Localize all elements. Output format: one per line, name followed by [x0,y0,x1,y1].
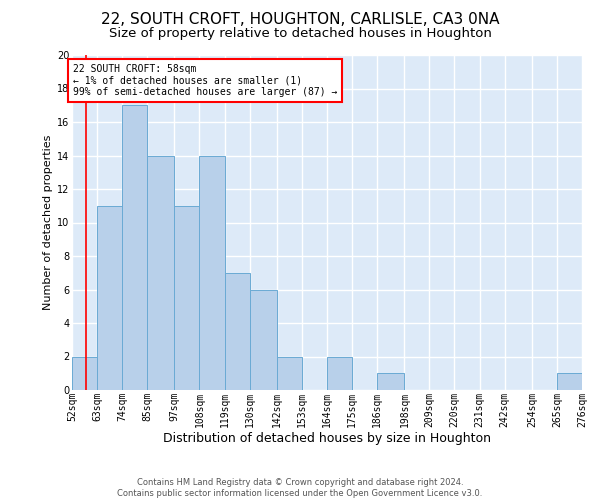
Text: 22, SOUTH CROFT, HOUGHTON, CARLISLE, CA3 0NA: 22, SOUTH CROFT, HOUGHTON, CARLISLE, CA3… [101,12,499,28]
Text: 22 SOUTH CROFT: 58sqm
← 1% of detached houses are smaller (1)
99% of semi-detach: 22 SOUTH CROFT: 58sqm ← 1% of detached h… [73,64,338,96]
Bar [72,356,97,390]
Bar [175,206,199,390]
Bar [122,106,147,390]
Y-axis label: Number of detached properties: Number of detached properties [43,135,53,310]
Text: Contains HM Land Registry data © Crown copyright and database right 2024.
Contai: Contains HM Land Registry data © Crown c… [118,478,482,498]
Bar [97,206,122,390]
Bar [224,273,250,390]
Text: Size of property relative to detached houses in Houghton: Size of property relative to detached ho… [109,28,491,40]
X-axis label: Distribution of detached houses by size in Houghton: Distribution of detached houses by size … [163,432,491,445]
Bar [277,356,302,390]
Bar [377,373,404,390]
Bar [147,156,175,390]
Bar [327,356,352,390]
Bar [557,373,582,390]
Bar [250,290,277,390]
Bar [199,156,224,390]
